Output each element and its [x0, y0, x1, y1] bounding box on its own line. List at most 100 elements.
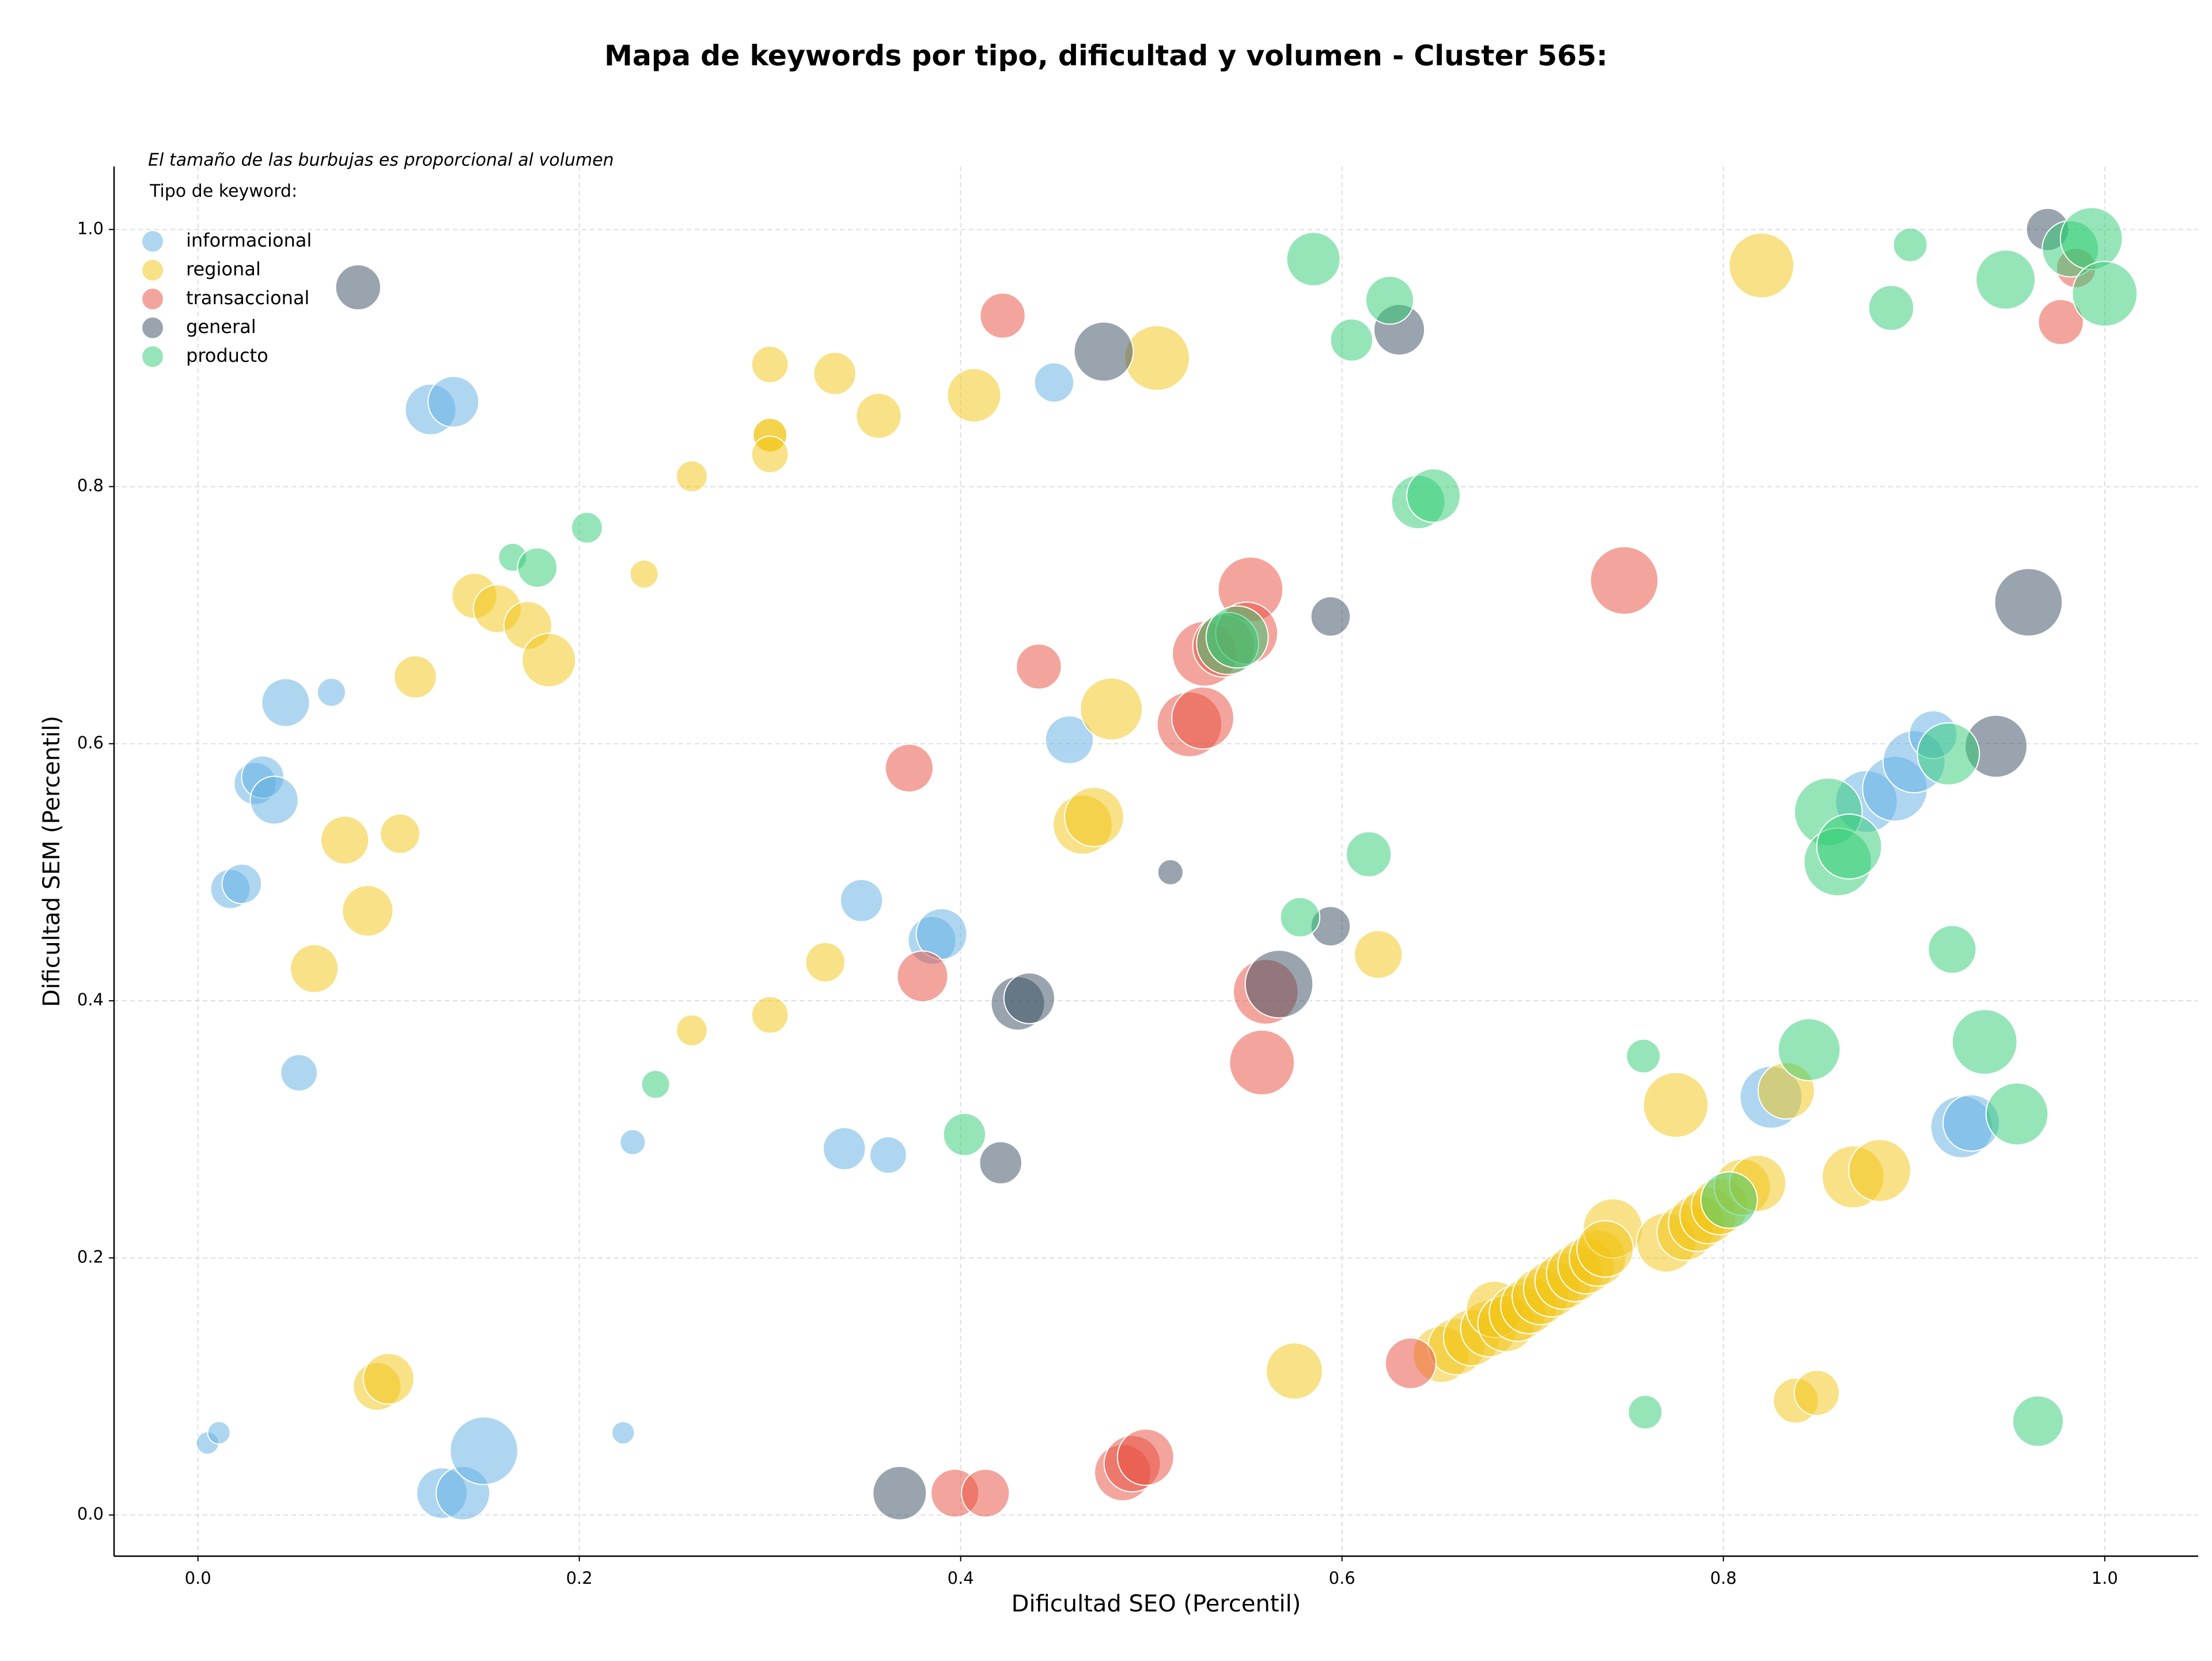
- bubble: [1700, 1171, 1758, 1229]
- bubble: [1589, 546, 1659, 615]
- bubble: [1994, 567, 2063, 637]
- bubble: [855, 392, 902, 440]
- legend-marker: [142, 346, 163, 367]
- bubble: [517, 547, 558, 588]
- bubble: [1266, 1342, 1323, 1400]
- bubble: [1073, 321, 1134, 382]
- bubble: [1080, 677, 1143, 741]
- axes: 0.0 0.2 0.4 0.6 0.8 1.0 0.0 0.2 0.4 0.6 0.8 1.0: [77, 167, 2198, 1588]
- bubble: [380, 813, 421, 854]
- bubbles: [195, 207, 2138, 1521]
- bubble: [2071, 260, 2138, 327]
- bubble: [521, 633, 577, 688]
- legend: Tipo de keyword: informacional regional tr…: [142, 181, 312, 367]
- bubble: [207, 1421, 231, 1445]
- bubble: [676, 1014, 708, 1047]
- bubble: [1868, 285, 1915, 331]
- bubble: [342, 884, 394, 937]
- bubble: [1310, 596, 1351, 637]
- legend-label: transaccional: [186, 287, 309, 309]
- bubble: [1229, 1029, 1296, 1096]
- legend-marker: [142, 231, 163, 252]
- legend-marker: [142, 260, 163, 281]
- bubble: [1003, 972, 1055, 1024]
- bubble: [570, 512, 603, 544]
- y-tick-label: 0.2: [77, 1247, 104, 1266]
- bubble: [427, 376, 480, 428]
- x-tick-label: 0.4: [948, 1568, 974, 1588]
- grid: [114, 167, 2198, 1556]
- y-axis-label: Dificultad SEM (Percentil): [39, 716, 65, 1007]
- bubble: [289, 944, 339, 993]
- bubble: [961, 1469, 1010, 1518]
- bubble: [946, 368, 1002, 423]
- x-tick-label: 0.2: [566, 1568, 593, 1588]
- bubble: [393, 655, 437, 699]
- bubble: [1124, 325, 1190, 391]
- x-tick-label: 0.6: [1329, 1568, 1355, 1588]
- bubble: [619, 1129, 646, 1156]
- x-tick-label: 1.0: [2092, 1568, 2118, 1588]
- bubble: [979, 1141, 1022, 1185]
- bubble: [1576, 1220, 1634, 1278]
- bubble: [1244, 949, 1314, 1019]
- bubble: [1044, 715, 1094, 765]
- bubble: [1116, 1428, 1175, 1486]
- bubble: [1063, 786, 1124, 847]
- bubble: [823, 1126, 866, 1171]
- bubble: [751, 435, 789, 474]
- bubble: [1627, 1394, 1663, 1430]
- bubble: [629, 559, 659, 589]
- bubble: [1728, 232, 1795, 299]
- bubble: [1345, 831, 1392, 877]
- bubble: [1848, 1138, 1912, 1202]
- bubble: [261, 678, 310, 728]
- bubble: [872, 1466, 927, 1521]
- bubble: [1777, 1018, 1841, 1081]
- bubble: [1927, 925, 1977, 974]
- bubble: [751, 996, 789, 1034]
- bubble: [280, 1054, 318, 1092]
- y-tick-label: 1.0: [77, 218, 104, 238]
- x-axis-label: Dificultad SEO (Percentil): [1012, 1591, 1301, 1617]
- chart-title: Mapa de keywords por tipo, dificultad y …: [604, 40, 1608, 73]
- bubble: [805, 941, 846, 983]
- bubble: [1916, 722, 1980, 786]
- subtitle: El tamaño de las burbujas es proporciona…: [148, 150, 614, 171]
- bubble: [1406, 468, 1461, 523]
- bubble: [896, 950, 949, 1002]
- bubble: [320, 815, 370, 865]
- bubble: [362, 1353, 415, 1405]
- bubble: [1157, 858, 1184, 886]
- bubble: [942, 1113, 987, 1156]
- bubble: [1279, 896, 1321, 938]
- bubble: [676, 460, 708, 493]
- legend-marker: [142, 289, 163, 309]
- bubble: [611, 1421, 635, 1445]
- bubble: [1205, 605, 1269, 669]
- bubble: [316, 678, 346, 707]
- bubble: [1384, 1337, 1437, 1390]
- legend-label: general: [186, 316, 256, 338]
- legend-title: Tipo de keyword:: [149, 181, 297, 202]
- bubble: [2012, 1395, 2065, 1447]
- bubble: [1354, 930, 1403, 979]
- y-tick-label: 0.6: [77, 733, 104, 752]
- bubble: [1816, 814, 1883, 880]
- bubble: [1016, 643, 1062, 690]
- bubble: [1892, 227, 1928, 263]
- legend-label: regional: [186, 258, 261, 280]
- bubble: [979, 292, 1026, 339]
- bubble: [1642, 1072, 1709, 1138]
- bubble: [1171, 686, 1234, 750]
- legend-marker: [142, 317, 163, 338]
- y-tick-label: 0.4: [77, 990, 104, 1009]
- bubble: [2059, 207, 2123, 270]
- x-tick-label: 0.0: [185, 1568, 211, 1588]
- legend-label: producto: [186, 345, 268, 366]
- bubble: [1975, 249, 2036, 310]
- bubble: [839, 879, 884, 922]
- bubble: [449, 1416, 518, 1485]
- bubble: [1365, 275, 1415, 325]
